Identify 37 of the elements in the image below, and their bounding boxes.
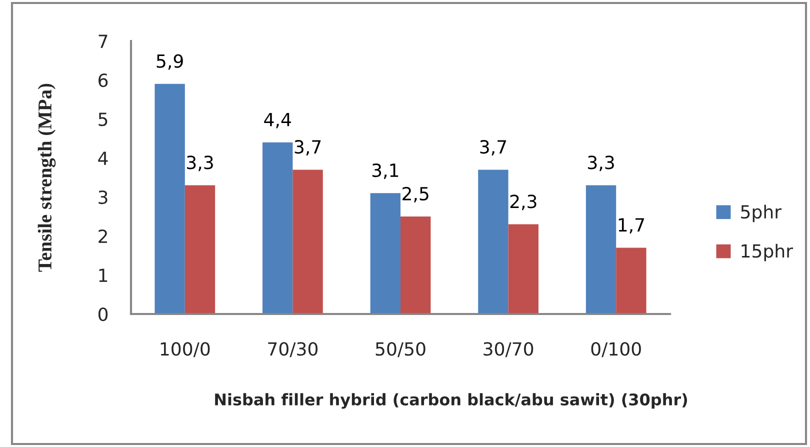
data-label: 3,3 (187, 156, 213, 172)
data-label: 3,7 (294, 140, 321, 156)
data-label: 3,7 (480, 140, 506, 156)
data-label: 5,9 (156, 54, 183, 70)
x-tick-label: 70/30 (268, 342, 318, 358)
bar (616, 248, 646, 314)
data-label: 4,4 (264, 112, 291, 128)
y-tick-label: 2 (98, 229, 107, 243)
y-tick-label: 5 (98, 112, 108, 126)
bar (508, 224, 538, 314)
y-tick-label: 4 (98, 152, 108, 165)
x-tick-label: 0/100 (591, 342, 641, 358)
data-label: 2,3 (510, 194, 536, 210)
bar (586, 185, 616, 314)
bar (478, 170, 508, 314)
data-label: 2,5 (402, 186, 428, 202)
bar (154, 84, 185, 314)
bar (262, 142, 293, 314)
y-tick-label: 1 (99, 268, 108, 282)
legend-label: 5phr (741, 204, 782, 222)
bar (292, 170, 323, 314)
data-label: 3,1 (372, 163, 398, 179)
bar (400, 216, 431, 314)
y-axis-title: Tensile strength (MPa) (38, 84, 56, 272)
bar (184, 185, 216, 314)
y-tick-label: 0 (98, 307, 108, 322)
data-label: 1,7 (618, 218, 644, 234)
y-tick-label: 6 (98, 73, 108, 88)
x-tick-label: 100/0 (160, 342, 210, 358)
x-axis-title: Nisbah filler hybrid (carbon black/abu sawit) (30phr) (215, 393, 687, 409)
y-tick-label: 3 (98, 190, 108, 204)
bar (370, 193, 400, 314)
legend-label: 15phr (742, 244, 794, 262)
data-label: 3,3 (588, 156, 614, 172)
x-tick-label: 30/70 (484, 342, 534, 358)
y-tick-label: 7 (98, 34, 108, 48)
x-tick-label: 50/50 (376, 342, 426, 358)
